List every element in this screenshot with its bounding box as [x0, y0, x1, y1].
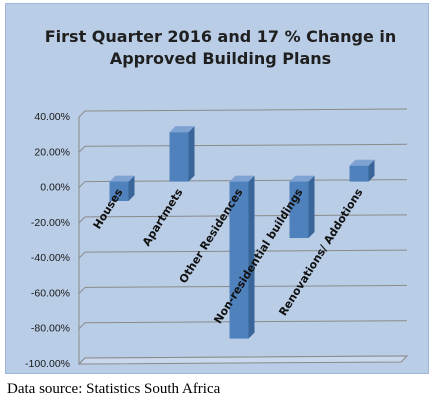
data-source-caption: Data source: Statistics South Africa [7, 381, 221, 397]
y-tick-label: 0.00% [40, 182, 70, 194]
bar-top [289, 175, 315, 182]
chart-title-line-2: Approved Building Plans [109, 49, 332, 68]
bar [349, 165, 369, 182]
bar-top [229, 175, 255, 182]
bar-top [349, 159, 375, 166]
bar-side [368, 159, 375, 182]
y-tick-label: 20.00% [34, 146, 70, 158]
bar-side [188, 126, 195, 182]
bar-top [109, 175, 135, 182]
gridline [84, 143, 408, 147]
bar-top [169, 126, 195, 133]
gridline-slant [78, 251, 86, 259]
y-tick-label: -20.00% [31, 217, 70, 229]
gridline-slant [78, 145, 86, 153]
bar [109, 181, 129, 201]
gridline-slant [78, 181, 86, 188]
gridline-slant [78, 110, 86, 118]
bar [169, 132, 189, 182]
plot-floor [77, 355, 409, 365]
bar-side [308, 175, 315, 239]
y-tick-label: -60.00% [31, 287, 70, 299]
bar-side [128, 175, 135, 201]
y-tick-label: 40.00% [34, 111, 70, 123]
gridline [84, 108, 408, 112]
y-tick-label: -40.00% [31, 252, 70, 264]
gridline-slant [78, 322, 86, 330]
y-tick-label: -80.00% [31, 323, 70, 335]
chart-title: First Quarter 2016 and 17 % Change in Ap… [0, 26, 441, 70]
bar [289, 181, 309, 239]
chart-title-line-1: First Quarter 2016 and 17 % Change in [44, 27, 397, 46]
y-tick-label: -100.00% [25, 358, 70, 370]
bar-side [248, 175, 255, 339]
bar [229, 181, 249, 339]
gridline-slant [78, 216, 86, 224]
gridline-slant [78, 287, 86, 294]
